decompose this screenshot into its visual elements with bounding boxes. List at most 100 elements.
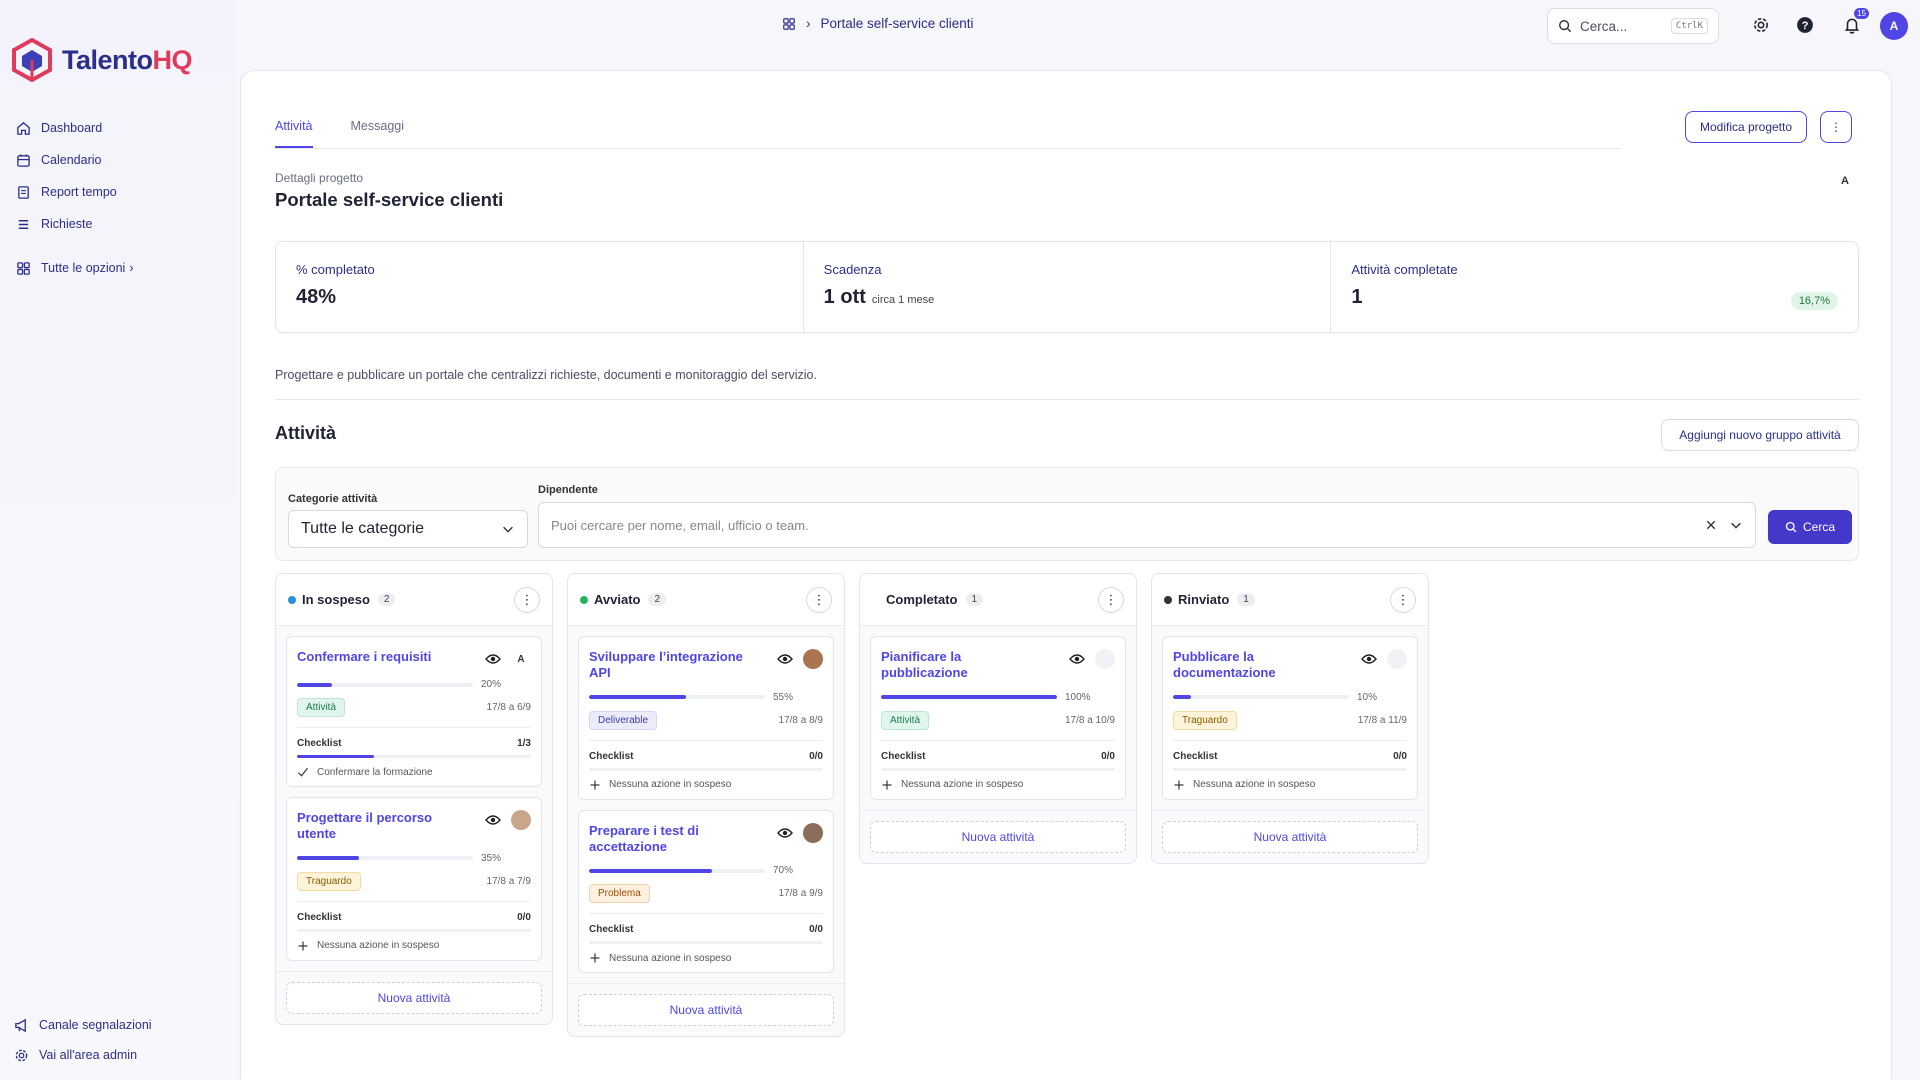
assignee-avatar[interactable]: A xyxy=(517,653,525,665)
task-card[interactable]: Preparare i test di accettazione 70% Pro… xyxy=(578,809,834,973)
search-icon xyxy=(1559,20,1572,33)
employee-search-input[interactable]: Puoi cercare per nome, email, ufficio o … xyxy=(538,502,1756,548)
sidebar-item-report-tempo[interactable]: Report tempo xyxy=(16,176,133,208)
new-task-button[interactable]: Nuova attività xyxy=(578,994,834,1026)
task-title[interactable]: Sviluppare l’integrazione API xyxy=(589,649,743,681)
new-task-button[interactable]: Nuova attività xyxy=(286,981,542,1014)
global-search-input[interactable]: Cerca... CtrlK xyxy=(1547,8,1719,44)
task-card[interactable]: Confermare i requisiti A 20% Attività 17/… xyxy=(286,636,542,787)
status-dot xyxy=(288,595,296,604)
sidebar-item-richieste[interactable]: Richieste xyxy=(16,208,133,240)
task-title[interactable]: Preparare i test di accettazione xyxy=(589,822,699,854)
task-title[interactable]: Pubblicare la documentazione xyxy=(1173,649,1276,681)
gear-icon xyxy=(1754,18,1768,32)
shortcut-hint: CtrlK xyxy=(1670,18,1708,34)
eye-icon[interactable] xyxy=(1361,653,1377,665)
checklist-item[interactable]: Confermare la formazione xyxy=(297,766,531,778)
employee-label: Dipendente xyxy=(538,484,598,496)
sidebar-item-dashboard[interactable]: Dashboard xyxy=(16,112,133,144)
new-task-button[interactable]: Nuova attività xyxy=(1162,820,1418,853)
project-subtitle: Dettagli progetto xyxy=(275,171,364,185)
eye-icon[interactable] xyxy=(777,653,793,665)
column-in-sospeso: In sospeso 2 ⋮ Confermare i requisiti A … xyxy=(275,573,553,1025)
sidebar-item-admin[interactable]: Vai all'area admin xyxy=(14,1040,152,1070)
category-label: Categorie attività xyxy=(288,493,378,505)
eye-icon[interactable] xyxy=(485,653,501,665)
eye-icon[interactable] xyxy=(1069,653,1085,665)
eye-icon[interactable] xyxy=(777,827,793,839)
task-progress xyxy=(297,682,473,687)
task-progress xyxy=(589,695,765,699)
task-dates: 17/8 a 7/9 xyxy=(486,875,531,887)
task-title[interactable]: Pianificare la pubblicazione xyxy=(881,649,968,681)
tasks-title: Attività xyxy=(275,423,337,443)
list-icon xyxy=(18,219,29,229)
task-dates: 17/8 a 8/9 xyxy=(778,714,823,726)
logo-text: TalentoHQ xyxy=(62,44,192,75)
search-button[interactable]: Cerca xyxy=(1768,510,1852,544)
task-card[interactable]: Pianificare la pubblicazione 100% Attivi… xyxy=(870,636,1126,800)
category-select[interactable]: Tutte le categorie xyxy=(288,510,528,548)
new-task-button[interactable]: Nuova attività xyxy=(870,820,1126,853)
kebab-icon: ⋮ xyxy=(1830,120,1842,134)
plus-icon xyxy=(298,941,308,950)
edit-project-button[interactable]: Modifica progetto xyxy=(1685,111,1807,143)
sidebar-item-canale-segnalazioni[interactable]: Canale segnalazioni xyxy=(14,1010,152,1040)
checklist-item[interactable]: Nessuna azione in sospeso xyxy=(1173,779,1407,791)
column-more-button[interactable]: ⋮ xyxy=(514,586,540,613)
column-count: 2 xyxy=(648,593,667,606)
completion-badge: 16,7% xyxy=(1790,292,1839,310)
column-more-button[interactable]: ⋮ xyxy=(1390,586,1416,613)
grid-icon[interactable] xyxy=(782,17,796,31)
checklist-item[interactable]: Nessuna azione in sospeso xyxy=(589,952,823,964)
sidebar-item-calendario[interactable]: Calendario xyxy=(16,144,133,176)
assignee-avatar[interactable] xyxy=(511,810,531,830)
project-stats: % completato 48% Scadenza 1 ott circa 1 m… xyxy=(275,241,1859,333)
plus-icon xyxy=(1174,780,1184,789)
task-card[interactable]: Sviluppare l’integrazione API 55% Delive… xyxy=(578,636,834,800)
assignee-avatar[interactable] xyxy=(1095,649,1115,669)
checklist-item[interactable]: Nessuna azione in sospeso xyxy=(297,940,531,952)
sidebar-item-all-options[interactable]: Tutte le opzioni › xyxy=(16,252,133,284)
close-icon[interactable] xyxy=(1705,519,1717,531)
chevron-down-icon[interactable] xyxy=(1729,518,1743,532)
task-card[interactable]: Pubblicare la documentazione 10% Traguar… xyxy=(1162,636,1418,800)
help-button[interactable]: ? xyxy=(1794,14,1816,36)
tab-messaggi[interactable]: Messaggi xyxy=(350,119,405,133)
add-group-button[interactable]: Aggiungi nuovo gruppo attività xyxy=(1661,419,1859,451)
plus-icon xyxy=(590,780,600,789)
checklist: Checklist 0/0 Nessuna azione in sospeso xyxy=(589,739,823,791)
task-title[interactable]: Confermare i requisiti xyxy=(297,649,432,664)
eye-icon[interactable] xyxy=(485,814,501,826)
column-completato: Completato 1 ⋮ Pianificare la pubblicazi… xyxy=(859,573,1137,864)
assignee-avatar[interactable] xyxy=(1387,649,1407,669)
task-dates: 17/8 a 11/9 xyxy=(1357,714,1407,726)
notifications-badge: 15 xyxy=(1854,8,1869,19)
task-tag: Traguardo xyxy=(1173,710,1237,730)
tab-attivita[interactable]: Attività xyxy=(275,111,313,148)
search-icon xyxy=(1785,521,1797,533)
checklist: Checklist 0/0 Nessuna azione in sospeso xyxy=(589,913,823,964)
task-filter: Categorie attività Tutte le categorie Di… xyxy=(275,467,1859,561)
checklist-item[interactable]: Nessuna azione in sospeso xyxy=(881,779,1115,791)
task-dates: 17/8 a 6/9 xyxy=(486,702,531,713)
checklist: Checklist 0/0 Nessuna azione in sospeso xyxy=(881,739,1115,791)
user-avatar[interactable]: A xyxy=(1880,12,1908,40)
project-more-button[interactable]: ⋮ xyxy=(1820,111,1852,143)
task-card[interactable]: Progettare il percorso utente 35% Tragua… xyxy=(286,797,542,961)
assignee-avatar[interactable] xyxy=(803,822,823,843)
settings-button[interactable] xyxy=(1750,14,1772,36)
task-progress xyxy=(1173,695,1349,699)
assignee-avatar[interactable] xyxy=(803,649,823,669)
logo[interactable]: TalentoHQ xyxy=(12,38,192,82)
divider xyxy=(275,399,1859,400)
owner-avatar[interactable]: A xyxy=(1841,175,1849,187)
checklist-item[interactable]: Nessuna azione in sospeso xyxy=(589,779,823,791)
status-dot xyxy=(580,595,588,604)
task-title[interactable]: Progettare il percorso utente xyxy=(297,810,433,842)
notifications-button[interactable]: 15 xyxy=(1841,8,1869,36)
breadcrumb-current[interactable]: Portale self-service clienti xyxy=(820,16,974,31)
checklist: Checklist 0/0 Nessuna azione in sospeso xyxy=(297,900,531,952)
column-more-button[interactable]: ⋮ xyxy=(806,586,832,613)
column-more-button[interactable]: ⋮ xyxy=(1098,586,1124,613)
